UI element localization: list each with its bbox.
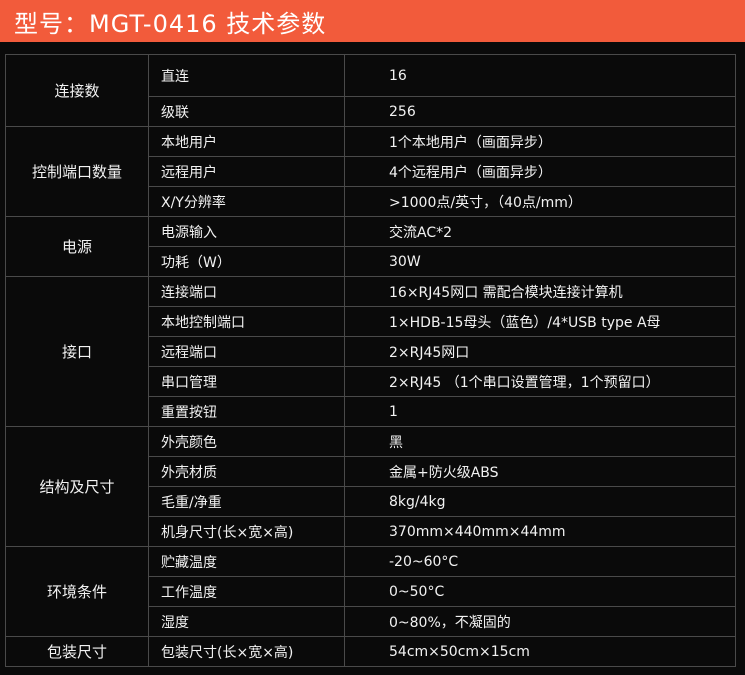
param-name: 毛重/净重 [148,486,345,517]
param-value: 金属+防火级ABS [344,456,736,487]
table-row: 功耗（W） 30W [6,246,736,277]
group-label: 接口 [5,276,149,427]
table-row: 电源 电源输入 交流AC*2 [5,216,736,277]
param-value: 54cm×50cm×15cm [344,636,736,667]
spec-table: 连接数 直连 16 级联 256 控制端口数量 本地用户 1个本地用户（画面异步） 远程用户 4个… [5,54,736,667]
table-row: 远程用户 4个远程用户（画面异步） [6,156,736,187]
table-row: X/Y分辨率 >1000点/英寸，（40点/mm） [6,186,736,217]
param-value: 16×RJ45网口 需配合模块连接计算机 [344,276,736,307]
param-name: 外壳材质 [148,456,345,487]
param-name: 外壳颜色 [148,426,345,457]
param-value: 30W [344,246,736,277]
table-row: 控制端口数量 本地用户 1个本地用户（画面异步） [5,126,736,217]
param-value: 4个远程用户（画面异步） [344,156,736,187]
param-value: 2×RJ45 （1个串口设置管理，1个预留口） [344,366,736,397]
table-row: 外壳材质 金属+防火级ABS [6,456,736,487]
param-name: 湿度 [148,606,345,637]
group-label: 控制端口数量 [5,126,149,217]
param-value: -20~60°C [344,546,736,577]
param-name: 远程用户 [148,156,345,187]
param-value: >1000点/英寸，（40点/mm） [344,186,736,217]
param-name: 包装尺寸(长×宽×高) [148,636,345,667]
param-name: 电源输入 [148,216,345,247]
param-value: 黑 [344,426,736,457]
param-value: 1×HDB-15母头（蓝色）/4*USB type A母 [344,306,736,337]
table-row: 环境条件 贮藏温度 -20~60°C [5,546,736,637]
param-name: 远程端口 [148,336,345,367]
group-label: 电源 [5,216,149,277]
table-row: 远程端口 2×RJ45网口 [6,336,736,367]
group-label: 环境条件 [5,546,149,637]
group-label: 结构及尺寸 [5,426,149,547]
spec-table-container: 连接数 直连 16 级联 256 控制端口数量 本地用户 1个本地用户（画面异步） 远程用户 4个… [5,54,736,667]
group-label: 包装尺寸 [5,636,149,667]
param-value: 0~80%，不凝固的 [344,606,736,637]
param-name: 本地控制端口 [148,306,345,337]
param-name: 贮藏温度 [148,546,345,577]
param-value: 8kg/4kg [344,486,736,517]
param-name: 机身尺寸(长×宽×高) [148,516,345,547]
param-name: 功耗（W） [148,246,345,277]
param-value: 交流AC*2 [344,216,736,247]
param-name: 串口管理 [148,366,345,397]
table-row: 包装尺寸 包装尺寸(长×宽×高) 54cm×50cm×15cm [5,636,736,667]
table-row: 本地控制端口 1×HDB-15母头（蓝色）/4*USB type A母 [6,306,736,337]
group-label: 连接数 [5,54,149,127]
param-name: 直连 [148,54,345,97]
param-value: 2×RJ45网口 [344,336,736,367]
param-value: 0~50°C [344,576,736,607]
param-name: 重置按钮 [148,396,345,427]
param-value: 1个本地用户（画面异步） [344,126,736,157]
param-value: 1 [344,396,736,427]
param-value: 16 [344,54,736,97]
param-name: 连接端口 [148,276,345,307]
table-row: 级联 256 [6,96,736,127]
table-row: 连接数 直连 16 [5,54,736,127]
param-value: 370mm×440mm×44mm [344,516,736,547]
table-row: 接口 连接端口 16×RJ45网口 需配合模块连接计算机 [5,276,736,427]
param-name: 本地用户 [148,126,345,157]
param-name: 工作温度 [148,576,345,607]
param-value: 256 [344,96,736,127]
param-name: X/Y分辨率 [148,186,345,217]
param-name: 级联 [148,96,345,127]
table-row: 结构及尺寸 外壳颜色黑 [5,426,736,547]
table-row: 重置按钮 1 [6,396,736,427]
table-row: 毛重/净重 8kg/4kg [6,486,736,517]
table-row: 串口管理 2×RJ45 （1个串口设置管理，1个预留口） [6,366,736,397]
page-title: 型号：MGT-0416 技术参数 [0,0,745,42]
